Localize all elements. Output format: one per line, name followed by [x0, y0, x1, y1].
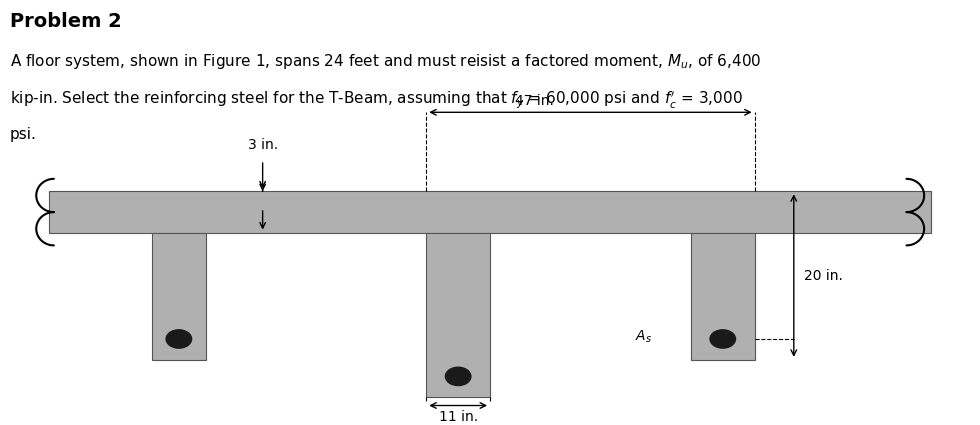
- FancyBboxPatch shape: [49, 191, 931, 233]
- Ellipse shape: [710, 330, 735, 348]
- Text: 3 in.: 3 in.: [248, 138, 277, 152]
- Text: kip-in. Select the reinforcing steel for the T-Beam, assuming that $f_y$ = 60,00: kip-in. Select the reinforcing steel for…: [10, 89, 743, 110]
- Text: 11 in.: 11 in.: [439, 410, 478, 424]
- Text: psi.: psi.: [10, 127, 36, 142]
- FancyBboxPatch shape: [426, 233, 490, 397]
- Text: 20 in.: 20 in.: [804, 269, 843, 283]
- Text: Problem 2: Problem 2: [10, 12, 122, 31]
- Ellipse shape: [445, 367, 471, 385]
- FancyBboxPatch shape: [152, 233, 206, 360]
- Text: 47 in.: 47 in.: [514, 94, 554, 108]
- FancyBboxPatch shape: [691, 233, 755, 360]
- Ellipse shape: [166, 330, 192, 348]
- Text: $A_s$: $A_s$: [635, 329, 652, 345]
- Text: A floor system, shown in Figure 1, spans 24 feet and must reisist a factored mom: A floor system, shown in Figure 1, spans…: [10, 52, 761, 71]
